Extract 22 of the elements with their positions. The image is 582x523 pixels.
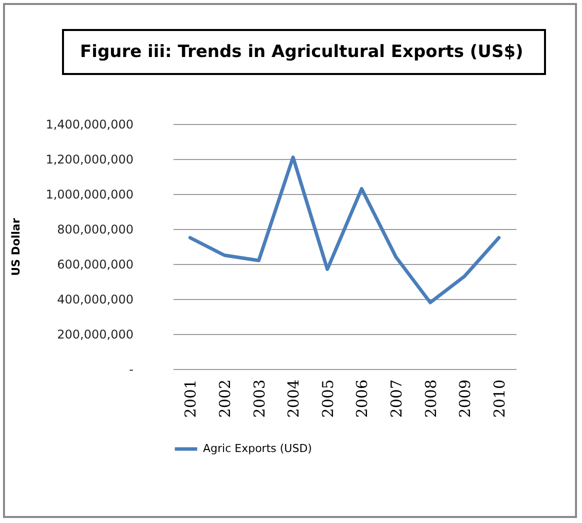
y-tick-label: 400,000,000 [57, 292, 134, 306]
y-axis-title: US Dollar [10, 218, 23, 276]
legend-label: Agric Exports (USD) [203, 442, 312, 455]
x-tick-label: 2006 [353, 380, 372, 418]
y-tick-label: 1,400,000,000 [46, 118, 134, 132]
y-tick-label: 1,000,000,000 [46, 188, 134, 202]
line-series [188, 156, 501, 304]
chart-title: Figure iii: Trends in Agricultural Exports (US$) [62, 29, 546, 75]
x-tick-label: 2003 [250, 380, 268, 418]
x-tick-label: 2007 [387, 380, 406, 418]
x-tick-label: 2008 [422, 380, 440, 418]
y-tick-label: 800,000,000 [57, 222, 134, 236]
y-tick-label: 600,000,000 [57, 258, 134, 272]
x-tick-label: 2001 [182, 380, 200, 418]
x-tick-label: 2010 [490, 380, 508, 418]
y-tick-label: - [129, 362, 134, 376]
x-tick-label: 2009 [456, 380, 474, 418]
x-tick-label: 2002 [216, 380, 234, 418]
x-tick-label: 2005 [318, 380, 337, 418]
y-tick-label: 200,000,000 [57, 328, 134, 342]
x-tick-label: 2004 [284, 380, 303, 418]
y-tick-label: 1,200,000,000 [46, 152, 134, 166]
